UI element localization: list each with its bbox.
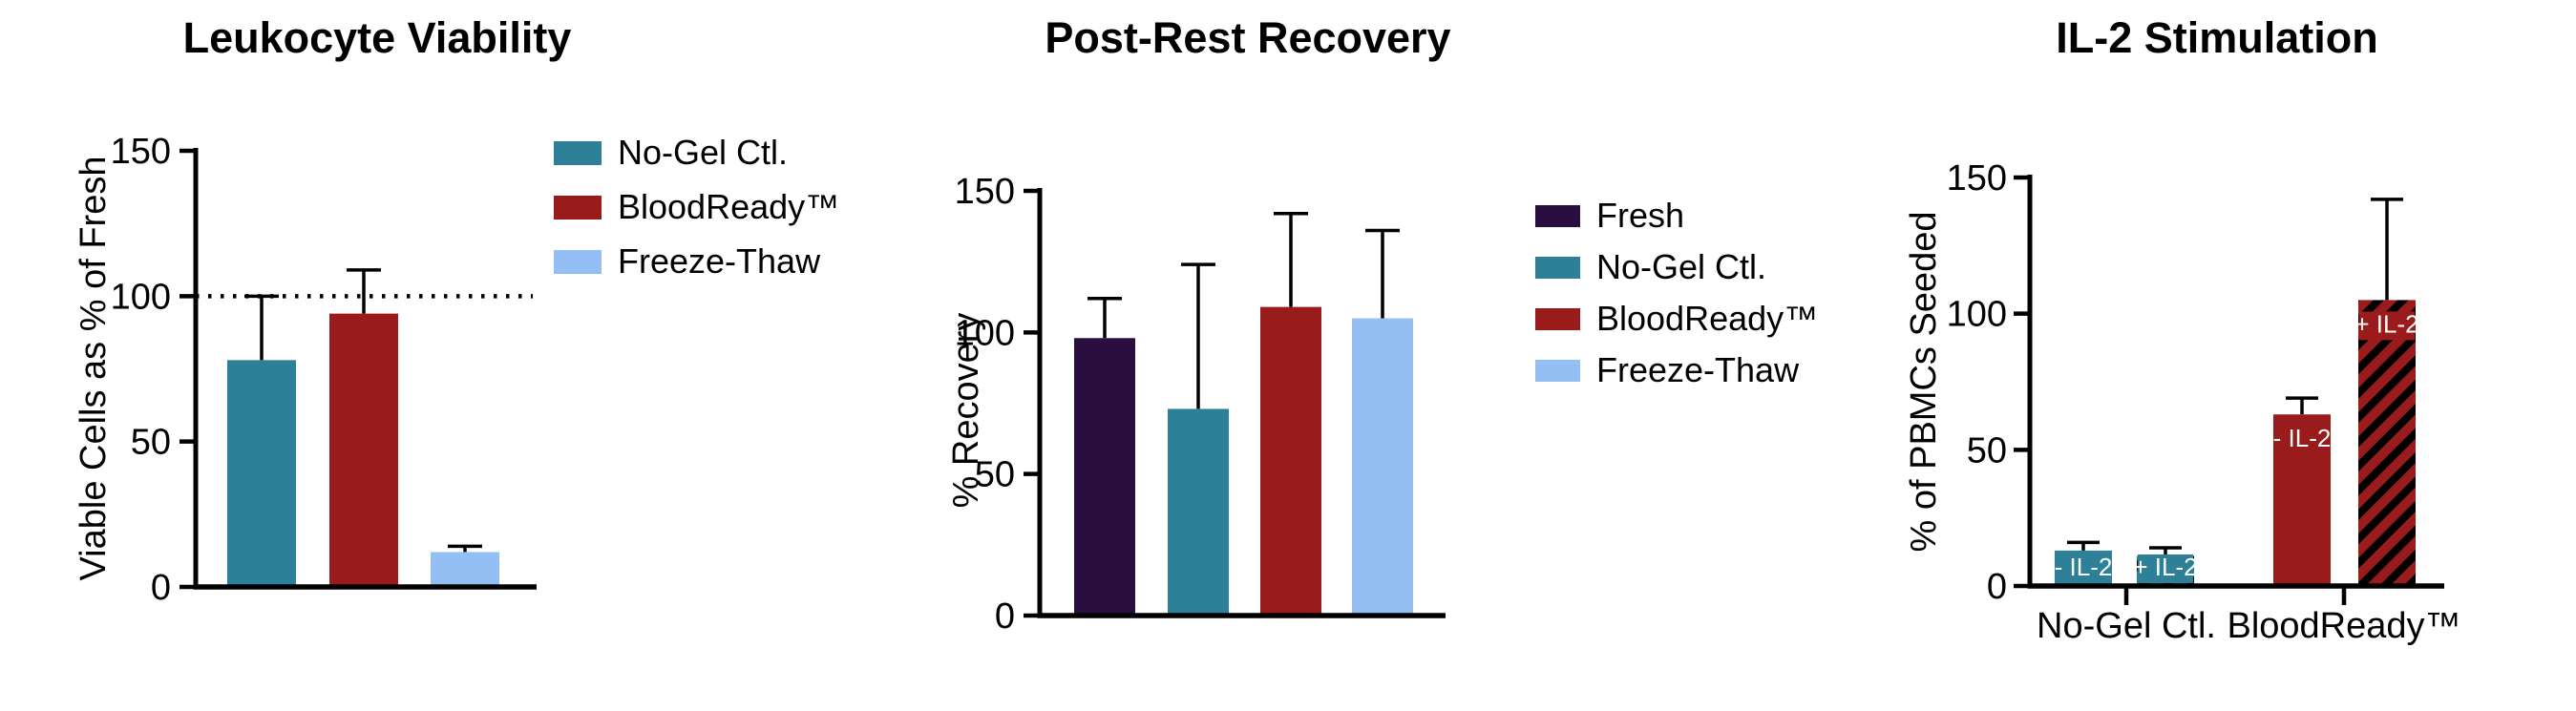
y-tick-label: 0: [995, 596, 1015, 637]
y-axis-label-recovery: % Recovery: [946, 312, 986, 509]
legend-swatch: [1535, 359, 1580, 382]
y-tick-label: 50: [1967, 430, 2007, 471]
x-group-label: No-Gel Ctl.: [2037, 606, 2216, 646]
legend-item-label: No-Gel Ctl.: [1596, 247, 1767, 286]
bar-BloodReady™: [329, 313, 398, 587]
legend-swatch: [554, 195, 602, 220]
y-tick-label: 150: [955, 172, 1015, 212]
legend-viability: No-Gel Ctl. BloodReady™ Freeze-Thaw: [554, 133, 839, 282]
y-axis-label-pbmcs-seeded: % of PBMCs Seeded: [1904, 211, 1944, 553]
legend-item-label: Freeze-Thaw: [1596, 350, 1800, 389]
bar-+ IL-2: [2358, 300, 2416, 586]
legend-item: Freeze-Thaw: [554, 241, 839, 282]
y-tick-label: 0: [151, 568, 171, 608]
bar-label: - IL-2: [2055, 553, 2113, 581]
legend-item-label: No-Gel Ctl.: [618, 133, 789, 172]
chart-title-post-rest-recovery: Post-Rest Recovery: [1045, 13, 1451, 62]
legend-swatch: [1535, 307, 1580, 330]
y-tick-label: 100: [111, 277, 171, 317]
legend-swatch: [554, 140, 602, 165]
bar-Fresh: [1074, 338, 1135, 616]
legend-item-label: BloodReady™: [618, 187, 840, 226]
legend-swatch: [554, 249, 602, 274]
legend-item: No-Gel Ctl.: [1535, 247, 1818, 287]
legend-item: Freeze-Thaw: [1535, 350, 1818, 390]
bar-label: + IL-2: [2354, 309, 2418, 338]
legend-item: Fresh: [1535, 196, 1818, 236]
bar-label-bg: [2359, 311, 2415, 341]
y-tick-label: 150: [111, 132, 171, 172]
y-tick-label: 0: [1987, 567, 2007, 607]
legend-item: BloodReady™: [554, 187, 839, 227]
bar-label-bg: [2138, 554, 2193, 583]
y-tick-label: 50: [975, 455, 1015, 495]
legend-item-label: Freeze-Thaw: [618, 241, 821, 281]
bar-Freeze-Thaw: [1352, 318, 1413, 616]
bar-Freeze-Thaw: [431, 552, 499, 587]
y-tick-label: 50: [131, 423, 171, 463]
y-tick-label: 100: [955, 313, 1015, 353]
bar-label-bg: [2056, 554, 2111, 583]
bar-No-Gel Ctl.: [227, 360, 296, 587]
legend-item: BloodReady™: [1535, 299, 1818, 339]
bar-No-Gel Ctl.: [1168, 408, 1229, 616]
legend-item-label: BloodReady™: [1596, 299, 1819, 338]
legend-item: No-Gel Ctl.: [554, 133, 839, 173]
legend-item-label: Fresh: [1596, 196, 1685, 235]
legend-recovery: Fresh No-Gel Ctl. BloodReady™ Freeze-Thaw: [1535, 196, 1818, 390]
bar-label: + IL-2: [2133, 553, 2197, 581]
chart-title-il2-stimulation: IL-2 Stimulation: [2056, 13, 2378, 62]
legend-swatch: [1535, 256, 1580, 279]
chart-title-leukocyte-viability: Leukocyte Viability: [182, 13, 572, 62]
bar-label-bg: [2274, 426, 2330, 455]
y-tick-label: 100: [1947, 295, 2007, 335]
y-tick-label: 150: [1947, 158, 2007, 199]
bar-label: - IL-2: [2273, 424, 2332, 452]
x-group-label: BloodReady™: [2227, 606, 2460, 646]
bar-BloodReady™: [1260, 306, 1321, 616]
y-axis-label-viability: Viable Cells as % of Fresh: [74, 156, 114, 581]
legend-swatch: [1535, 204, 1580, 227]
